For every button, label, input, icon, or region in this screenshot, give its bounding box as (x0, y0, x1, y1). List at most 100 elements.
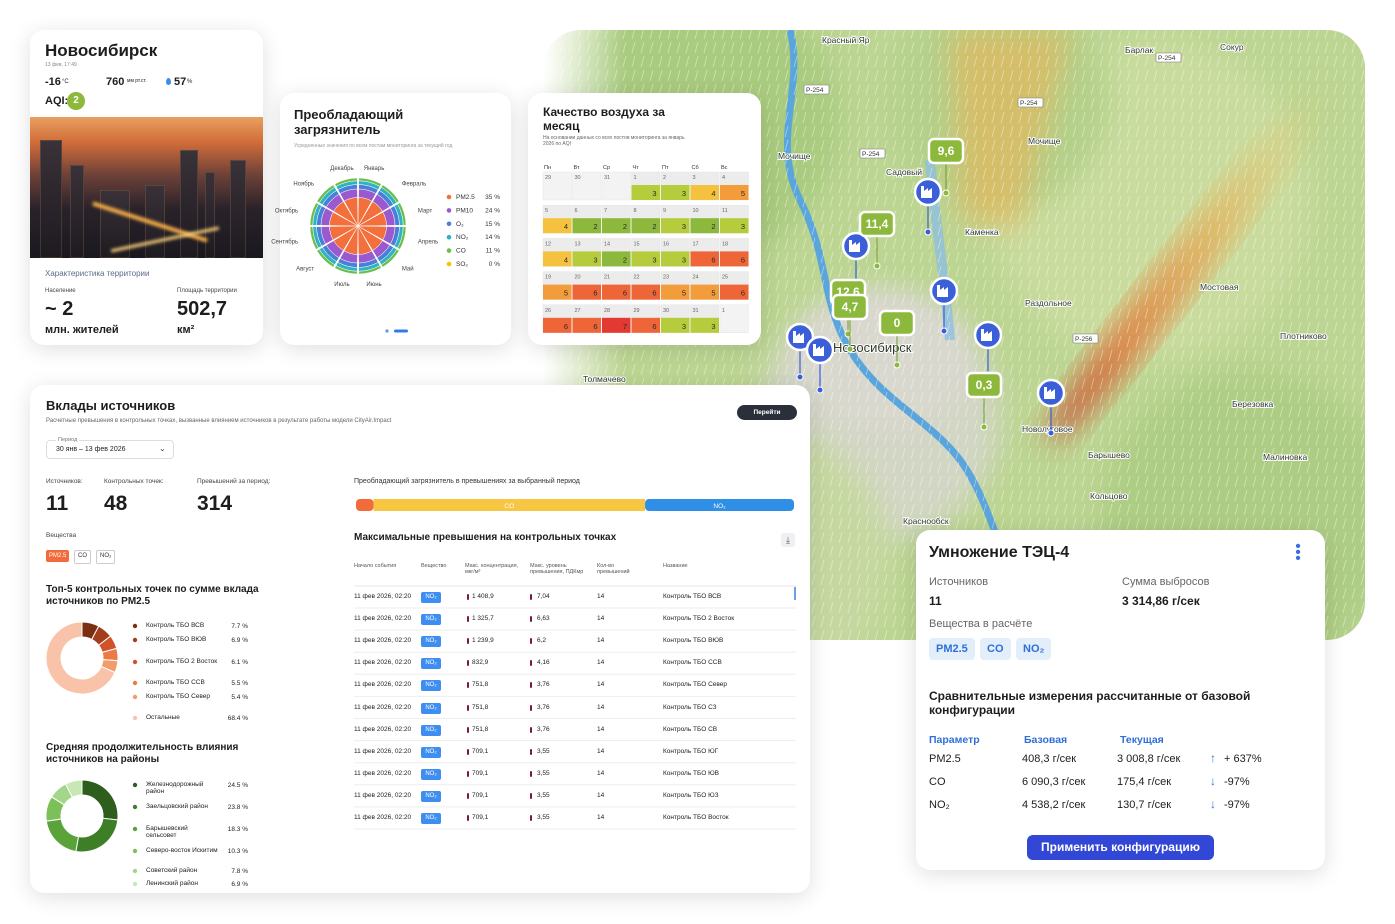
humidity-unit: % (187, 79, 193, 85)
cell-count: 14 (597, 615, 605, 623)
period-select[interactable] (46, 440, 174, 459)
comparison-header: Базовая (1024, 734, 1068, 746)
marker-value: 12,6 (836, 285, 860, 299)
value-dot (467, 682, 469, 689)
cell-level: 4,16 (537, 659, 550, 667)
cell-substance: NO₂ (421, 813, 441, 824)
base: 4 538,2 г/сек (1022, 799, 1086, 811)
population: ~ 2 (45, 298, 74, 320)
cell-count: 14 (597, 769, 605, 777)
kpi-label: Источников: (46, 478, 83, 485)
kpi-value: 48 (104, 492, 128, 515)
kpi-value: 314 (197, 492, 233, 515)
cell-count: 14 (597, 747, 605, 755)
comparison-header: Параметр (929, 734, 980, 746)
factory-icon (921, 186, 932, 198)
factory-icon (1044, 387, 1055, 399)
marker-value: 0,3 (976, 378, 993, 392)
menu-dots[interactable]: • • • (1295, 538, 1301, 567)
cell-concentration: 709,1 (472, 791, 489, 799)
chevron: ⌄ (159, 444, 166, 453)
sources-card (30, 385, 810, 893)
go-button[interactable]: Перейти (737, 405, 797, 420)
map-patch (990, 40, 1310, 360)
place-label: Раздольное (1025, 298, 1072, 308)
source-marker (841, 231, 871, 261)
cell-count: 14 (597, 659, 605, 667)
legend-name: Контроль ТБО ВСВ (146, 622, 205, 629)
cell-date: 11 фев 2026, 02:20 (354, 747, 412, 755)
cell-name: Контроль ТБО СЗ (663, 703, 717, 711)
value-dot (467, 770, 469, 777)
road-label: Р-254 (1020, 100, 1038, 107)
cell-date: 11 фев 2026, 02:20 (354, 814, 412, 821)
cell-level: 6,63 (537, 615, 550, 623)
cell-date: 11 фев 2026, 02:20 (354, 637, 412, 645)
river-branch (925, 159, 955, 341)
download-button[interactable]: ⤓ (781, 533, 795, 547)
pin-dot (1047, 429, 1055, 437)
dominant-subtitle: Усредненные значения по всем постам мони… (294, 143, 453, 149)
value-dot (467, 726, 469, 733)
base: 408,3 г/сек (1022, 753, 1077, 765)
param: CO (929, 776, 946, 788)
place-label: Садовый (886, 167, 922, 177)
pin-dot (796, 373, 804, 381)
cell-substance: NO₂ (421, 746, 441, 758)
cell-level: 3,76 (537, 681, 550, 689)
value-dot (530, 704, 532, 711)
legend-name: Советский район (146, 867, 198, 874)
place-label: Березовка (1232, 399, 1274, 409)
area: 502,7 (177, 298, 228, 320)
place-label: Сокур (1220, 42, 1244, 52)
cell-date: 11 фев 2026, 02:20 (354, 703, 412, 711)
value-dot (530, 682, 532, 689)
table-title: Максимальные превышения на контрольных т… (354, 532, 617, 543)
humidity: 57 (174, 76, 187, 88)
label-dot (844, 330, 852, 338)
value-dot (467, 704, 469, 711)
cell-count: 14 (597, 814, 605, 821)
column-header: Вещество (421, 563, 447, 569)
substance-chip[interactable]: PM2.5 (46, 550, 70, 562)
marker-value: 11,4 (866, 217, 889, 231)
cell-level: 3,55 (537, 791, 550, 799)
kpi-label: Контрольных точек: (104, 478, 164, 485)
apply-button[interactable]: Применить конфигурацию (1027, 835, 1214, 860)
pin-dot (940, 327, 948, 335)
substances-label: Вещества в расчёте (929, 618, 1033, 630)
column-header: Макс. концентрация, мкг/м³ (465, 563, 519, 576)
substance-chip[interactable]: NO₂ (96, 550, 116, 564)
current: 175,4 г/сек (1117, 776, 1172, 788)
place-label: Плотниково (1280, 331, 1327, 341)
substance-chip: PM2.5 (929, 638, 975, 660)
marker-value: 4,7 (842, 300, 859, 314)
source-marker (973, 320, 1003, 350)
value-marker (829, 278, 867, 306)
value-marker (927, 137, 965, 165)
place-label: Мочище (778, 151, 811, 161)
value-dot (467, 638, 469, 645)
cell-name: Контроль ТБО СВ (663, 725, 718, 733)
road-label: Р-254 (862, 151, 880, 158)
sources-subtitle: Расчетные превышения в контрольных точка… (46, 418, 392, 424)
substance-chip[interactable]: CO (74, 550, 91, 564)
districts-title: Средняя продолжительность влияния источн… (46, 742, 239, 765)
map-patch (890, 30, 1110, 210)
value-dot (467, 748, 469, 755)
substances-label: Вещества (46, 532, 77, 539)
change: + 637% (1224, 753, 1262, 765)
label-dot (893, 361, 901, 369)
source-marker (913, 177, 943, 207)
road-label: Р-256 (1075, 336, 1093, 343)
cell-concentration: 1 239,9 (472, 637, 494, 645)
label-dot (942, 189, 950, 197)
value-dot (467, 660, 469, 667)
cell-concentration: 709,1 (472, 769, 489, 777)
value-dot (467, 815, 469, 821)
label-dot (980, 423, 988, 431)
cell-substance: NO₂ (421, 790, 441, 802)
section-title: Характеристика территории (45, 269, 150, 278)
factory-icon (793, 331, 804, 343)
plume-top (950, 30, 1070, 230)
